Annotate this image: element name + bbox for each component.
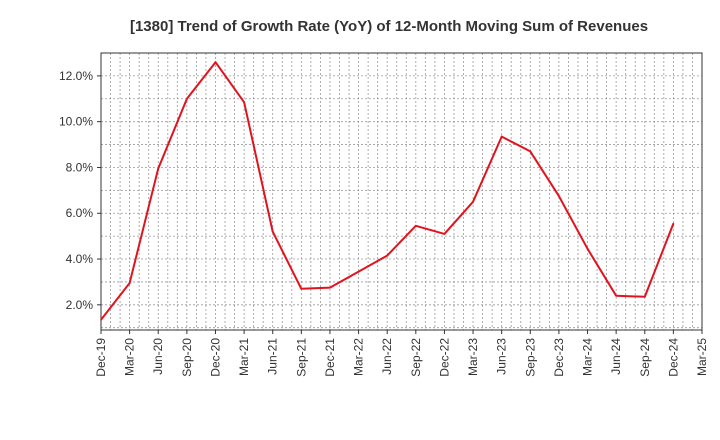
x-tick-label: Dec-23 [552,338,566,377]
x-tick-label: Dec-24 [666,338,680,377]
x-tick-label: Jun-21 [266,338,280,375]
data-point [243,101,245,104]
x-tick-label: Mar-23 [466,338,480,376]
plot-area [100,52,703,331]
data-point [643,296,646,298]
y-tick-label: 4.0% [66,252,94,266]
data-point [214,61,217,63]
x-tick-label: Sep-22 [409,338,423,377]
x-axis: Dec-19 Mar-20 Jun-20 Sep-20 Dec-20 Mar-21 Jun-… [94,330,709,377]
x-tick-label: Sep-20 [180,338,194,377]
data-point [586,247,589,250]
data-point [500,135,503,138]
data-point [128,282,131,284]
y-tick-label: 2.0% [66,298,94,312]
x-tick-label: Jun-20 [151,338,165,375]
data-point [329,286,331,289]
data-point [443,233,446,235]
data-point [529,150,532,153]
x-tick-label: Mar-25 [695,338,709,376]
y-tick-label: 10.0% [59,115,93,129]
data-point [100,318,102,321]
x-tick-label: Jun-23 [495,338,509,375]
x-tick-label: Jun-22 [380,338,394,375]
data-point [271,230,274,233]
data-point [186,97,188,100]
y-tick-label: 8.0% [66,160,94,174]
x-tick-label: Dec-20 [208,338,222,377]
x-tick-label: Sep-23 [523,338,537,377]
x-tick-label: Sep-24 [638,338,652,377]
x-tick-label: Mar-20 [123,338,137,376]
x-tick-label: Mar-21 [237,338,251,376]
y-axis: 2.0% 4.0% 6.0% 8.0% 10.0% 12.0% [59,69,101,312]
data-point [615,294,617,297]
data-point [357,270,360,273]
x-tick-label: Mar-22 [352,338,366,376]
y-tick-label: 6.0% [66,206,94,220]
y-tick-label: 12.0% [59,69,93,83]
data-point [472,201,474,203]
grid [101,53,702,330]
x-tick-label: Mar-24 [581,338,595,376]
data-point [157,167,160,170]
data-point [415,225,417,227]
data-point [386,254,388,257]
data-point [672,222,675,225]
x-tick-label: Sep-21 [294,338,308,377]
x-tick-label: Jun-24 [609,338,623,375]
chart-title: [1380] Trend of Growth Rate (YoY) of 12-… [130,18,648,35]
data-point [300,287,303,290]
x-tick-label: Dec-21 [323,338,337,377]
x-tick-label: Dec-22 [437,338,451,377]
data-point [558,195,560,197]
x-tick-label: Dec-19 [94,338,108,377]
series-layer [100,61,675,321]
